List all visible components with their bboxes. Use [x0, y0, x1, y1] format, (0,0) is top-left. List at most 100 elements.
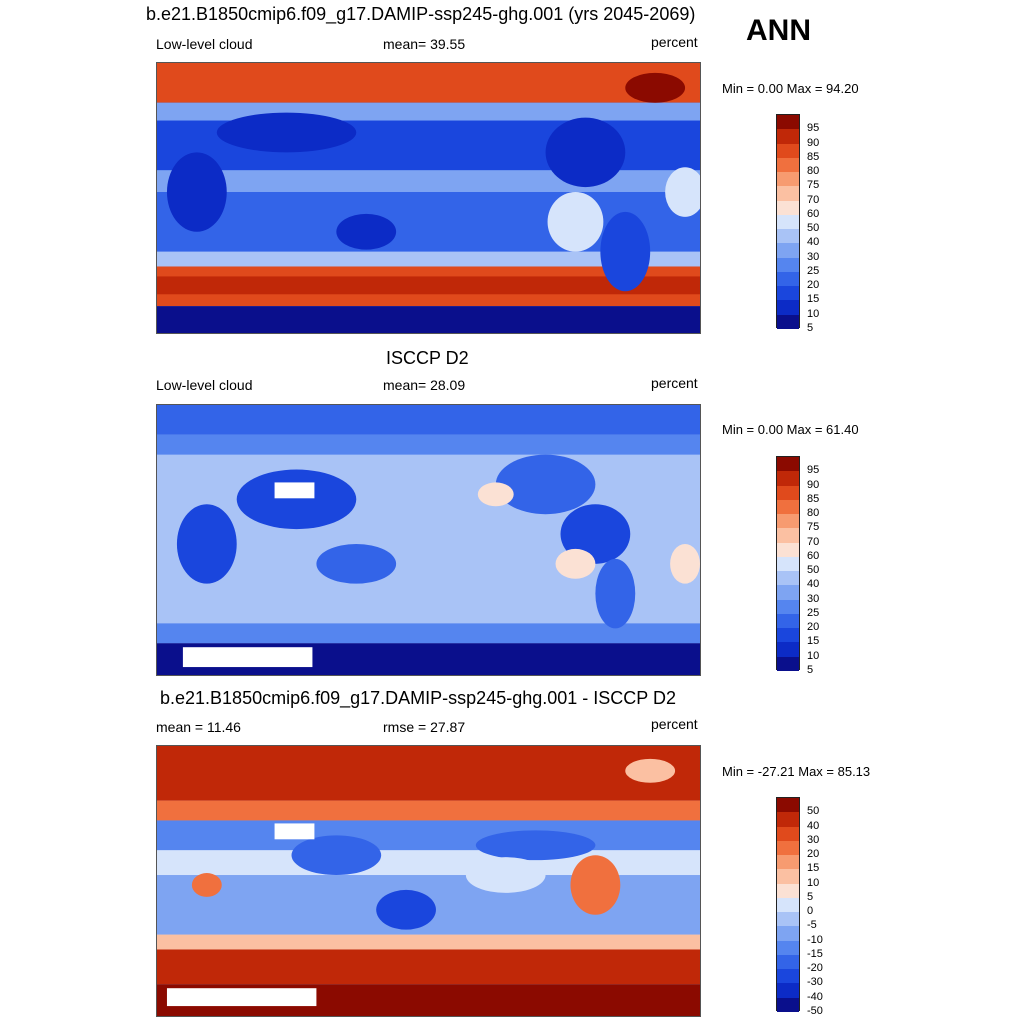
panel3-minmax: Min = -27.21 Max = 85.13	[722, 764, 871, 779]
colorbar-swatch	[777, 926, 799, 941]
panel3-map-image	[157, 746, 700, 1016]
colorbar-tick-label: 20	[807, 621, 820, 634]
panel3-mean-label: mean = 11.46	[156, 719, 241, 735]
panel2-map	[156, 404, 701, 676]
colorbar-tick-label: 30	[807, 250, 820, 263]
colorbar-tick-label: 5	[807, 890, 814, 903]
panel1-mean-label: mean= 39.55	[383, 36, 466, 52]
panel2-title: ISCCP D2	[386, 348, 469, 368]
colorbar-tick-label: 10	[807, 307, 820, 320]
colorbar-swatch	[777, 286, 799, 301]
colorbar-swatch	[777, 599, 799, 614]
colorbar-tick-label: 90	[807, 136, 820, 149]
colorbar-swatch	[777, 983, 799, 998]
colorbar-swatch	[777, 243, 799, 258]
panel1-map	[156, 62, 701, 334]
colorbar-swatch	[777, 826, 799, 841]
panel1-title: b.e21.B1850cmip6.f09_g17.DAMIP-ssp245-gh…	[146, 4, 696, 24]
panel1-minmax: Min = 0.00 Max = 94.20	[722, 81, 859, 96]
panel3-units-label: percent	[651, 716, 698, 732]
colorbar-tick-label: 30	[807, 833, 820, 846]
panel1-variable-label: Low-level cloud	[156, 36, 253, 52]
colorbar-tick-label: 95	[807, 464, 820, 477]
colorbar-tick-label: 75	[807, 179, 820, 192]
colorbar-tick-label: 60	[807, 549, 820, 562]
colorbar-tick-label: -5	[807, 919, 817, 932]
panel2-colorbar	[776, 456, 800, 671]
colorbar-tick-label: 90	[807, 478, 820, 491]
colorbar-tick-label: -40	[807, 990, 823, 1003]
panel1-colorbar	[776, 114, 800, 329]
colorbar-swatch	[777, 656, 799, 671]
panel3-colorbar	[776, 797, 800, 1012]
colorbar-swatch	[777, 542, 799, 557]
colorbar-swatch	[777, 314, 799, 329]
panel1-map-image	[157, 63, 700, 333]
colorbar-tick-label: 15	[807, 293, 820, 306]
colorbar-swatch	[777, 585, 799, 600]
colorbar-swatch	[777, 571, 799, 586]
colorbar-tick-label: 20	[807, 279, 820, 292]
colorbar-tick-label: 85	[807, 492, 820, 505]
colorbar-tick-label: -15	[807, 947, 823, 960]
colorbar-swatch	[777, 628, 799, 643]
colorbar-swatch	[777, 157, 799, 173]
colorbar-swatch	[777, 143, 799, 158]
colorbar-tick-label: 40	[807, 819, 820, 832]
colorbar-swatch	[777, 115, 799, 130]
colorbar-swatch	[777, 940, 799, 955]
colorbar-swatch	[777, 642, 799, 657]
colorbar-swatch	[777, 997, 799, 1012]
colorbar-swatch	[777, 485, 799, 500]
colorbar-tick-label: 60	[807, 207, 820, 220]
panel1-units-label: percent	[651, 34, 698, 50]
colorbar-swatch	[777, 172, 799, 187]
colorbar-swatch	[777, 912, 799, 927]
colorbar-tick-label: 15	[807, 862, 820, 875]
panel2-variable-label: Low-level cloud	[156, 377, 253, 393]
colorbar-tick-label: 30	[807, 592, 820, 605]
colorbar-tick-label: 5	[807, 664, 814, 676]
colorbar-swatch	[777, 129, 799, 144]
colorbar-swatch	[777, 883, 799, 898]
panel3-title: b.e21.B1850cmip6.f09_g17.DAMIP-ssp245-gh…	[160, 688, 676, 708]
colorbar-swatch	[777, 499, 799, 515]
colorbar-tick-label: 10	[807, 876, 820, 889]
colorbar-swatch	[777, 869, 799, 884]
colorbar-tick-label: 5	[807, 322, 814, 334]
colorbar-swatch	[777, 271, 799, 287]
colorbar-tick-label: 40	[807, 236, 820, 249]
colorbar-tick-label: 40	[807, 578, 820, 591]
colorbar-tick-label: 50	[807, 805, 820, 818]
colorbar-swatch	[777, 229, 799, 244]
colorbar-tick-label: -10	[807, 933, 823, 946]
colorbar-swatch	[777, 471, 799, 486]
panel2-map-image	[157, 405, 700, 675]
panel2-units-label: percent	[651, 375, 698, 391]
colorbar-tick-label: 25	[807, 264, 820, 277]
colorbar-swatch	[777, 514, 799, 529]
colorbar-tick-label: 20	[807, 848, 820, 861]
colorbar-swatch	[777, 613, 799, 629]
colorbar-swatch	[777, 897, 799, 913]
colorbar-tick-label: 70	[807, 193, 820, 206]
colorbar-tick-label: 15	[807, 635, 820, 648]
colorbar-tick-label: -50	[807, 1005, 823, 1017]
colorbar-tick-label: 80	[807, 507, 820, 520]
colorbar-swatch	[777, 200, 799, 215]
colorbar-tick-label: 50	[807, 564, 820, 577]
panel2-minmax: Min = 0.00 Max = 61.40	[722, 422, 859, 437]
colorbar-swatch	[777, 528, 799, 543]
colorbar-swatch	[777, 457, 799, 472]
colorbar-tick-label: 85	[807, 150, 820, 163]
colorbar-swatch	[777, 556, 799, 572]
colorbar-tick-label: 95	[807, 122, 820, 135]
colorbar-tick-label: 0	[807, 905, 814, 918]
colorbar-tick-label: -20	[807, 962, 823, 975]
colorbar-swatch	[777, 954, 799, 970]
colorbar-tick-label: 50	[807, 222, 820, 235]
colorbar-swatch	[777, 969, 799, 984]
season-label: ANN	[746, 14, 811, 47]
panel3-rmse-label: rmse = 27.87	[383, 719, 466, 735]
colorbar-swatch	[777, 214, 799, 230]
